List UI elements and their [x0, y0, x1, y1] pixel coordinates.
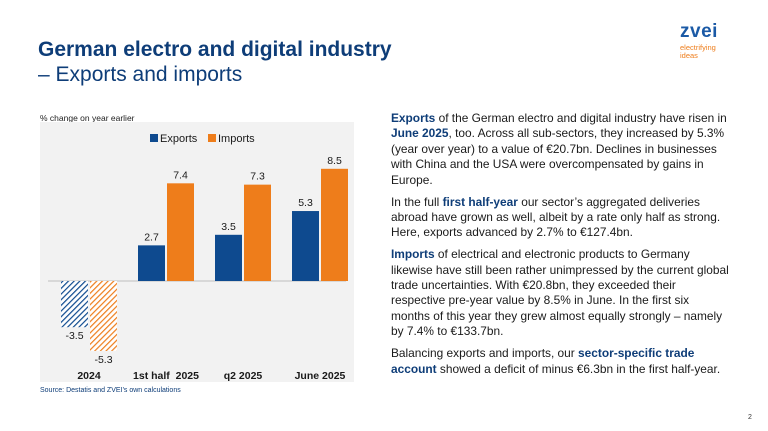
exports-bar — [215, 234, 242, 281]
imports-bar — [90, 281, 117, 351]
exports-bar — [292, 211, 319, 281]
logo-wordmark: zvei — [680, 21, 718, 42]
bar-chart: Exports Imports -3.5 -5.3 2024 2.7 7.4 1st half… — [48, 133, 348, 382]
paragraph: In the full first half-year our sector’s… — [391, 195, 731, 241]
body-text: In the full — [391, 194, 443, 209]
emphasis-text: Imports — [391, 247, 435, 262]
body-text: , too. Across all sub-sectors, they incr… — [391, 126, 725, 187]
paragraph: Imports of electrical and electronic pro… — [391, 247, 731, 339]
data-label: 7.4 — [173, 169, 188, 181]
emphasis-text: sector-specific trade account — [391, 346, 695, 376]
emphasis-text: June 2025 — [391, 126, 449, 141]
chart-panel: Exports Imports -3.5 -5.3 2024 2.7 7.4 1st half… — [40, 122, 354, 382]
legend-swatch — [150, 134, 158, 142]
body-text: of electrical and electronic products to… — [391, 247, 729, 339]
logo-tagline-1: electrifying — [680, 43, 716, 52]
exports-bar — [138, 245, 165, 281]
legend-swatch — [208, 134, 216, 142]
commentary-text: Exports of the German electro and digita… — [391, 111, 731, 384]
category-label: 1st half 2025 — [133, 370, 199, 382]
emphasis-text: Exports — [391, 111, 436, 125]
title-sub: – Exports and imports — [38, 63, 243, 86]
chart-unit-label: % change on year earlier — [40, 113, 135, 123]
emphasis-text: first half-year — [442, 194, 518, 209]
imports-bar — [244, 184, 271, 281]
data-label: 5.3 — [298, 197, 313, 209]
title-main: German electro and digital industry — [38, 38, 392, 61]
body-text: of the German electro and digital indust… — [435, 111, 727, 125]
data-label: 7.3 — [250, 171, 265, 183]
zvei-logo: zvei electrifying ideas — [680, 22, 750, 60]
slide-title: German electro and digital industry – Ex… — [38, 38, 392, 88]
legend-label: Exports — [160, 133, 198, 145]
data-label: 8.5 — [327, 155, 342, 167]
data-label: -3.5 — [65, 330, 83, 342]
imports-bar — [321, 168, 348, 281]
data-label: 3.5 — [221, 221, 236, 233]
chart-source: Source: Destatis and ZVEI’s own calculat… — [40, 387, 181, 394]
imports-bar — [167, 183, 194, 281]
category-label: 2024 — [77, 370, 101, 382]
category-label: June 2025 — [295, 370, 346, 382]
category-label: q2 2025 — [224, 370, 263, 382]
body-text: our sector’s aggregated deliveries abroa… — [391, 194, 721, 240]
exports-bar — [61, 281, 88, 328]
data-label: -5.3 — [94, 354, 112, 366]
logo-tagline-2: ideas — [680, 51, 698, 60]
paragraph: Balancing exports and imports, our secto… — [391, 346, 731, 377]
paragraph: Exports of the German electro and digita… — [391, 111, 731, 188]
body-text: showed a deficit of minus €6.3bn in the … — [436, 361, 721, 376]
body-text: Balancing exports and imports, our — [391, 346, 579, 361]
page-number: 2 — [748, 414, 752, 421]
data-label: 2.7 — [144, 231, 159, 243]
legend-label: Imports — [218, 133, 255, 145]
